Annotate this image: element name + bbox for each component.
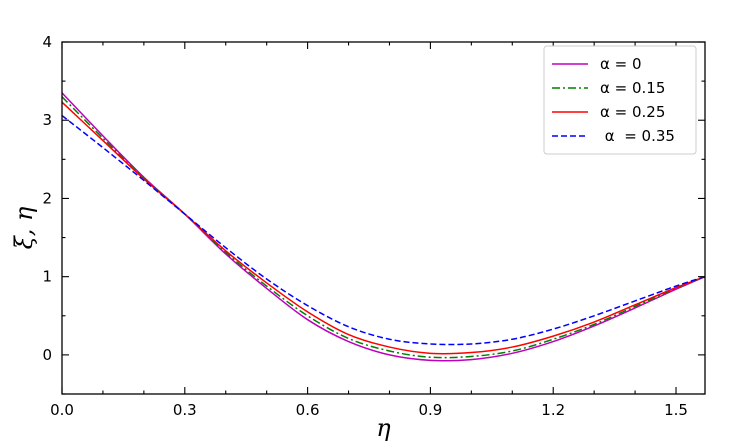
x-tick-label: 0.3 [173, 401, 197, 419]
legend-box [543, 45, 697, 155]
legend-label-2: α = 0.15 [600, 79, 665, 97]
y-tick-label: 3 [42, 111, 52, 129]
x-tick-label: 1.5 [664, 401, 688, 419]
legend-label-1: α = 0 [600, 55, 642, 73]
series-line-4 [61, 114, 706, 346]
axis-ticks [61, 41, 705, 395]
x-tick-labels: 0.0 0.3 0.6 0.9 1.2 1.5 [50, 401, 688, 419]
y-axis-label: ξ, η [10, 206, 38, 249]
x-tick-label: 0.6 [296, 401, 320, 419]
plot-frame [61, 41, 706, 395]
x-axis-label: η [376, 414, 391, 442]
plot-lines [61, 92, 706, 362]
legend: α = 0 α = 0.15 α = 0.25 α = 0.35 [543, 45, 697, 155]
x-tick-label: 1.2 [541, 401, 565, 419]
x-tick-label: 0.0 [50, 401, 74, 419]
y-tick-label: 0 [42, 346, 52, 364]
x-tick-label: 0.9 [418, 401, 442, 419]
series-line-3 [61, 101, 706, 355]
legend-label-3: α = 0.25 [600, 103, 665, 121]
y-tick-labels: 0 1 2 3 4 [42, 33, 52, 364]
y-tick-label: 1 [42, 268, 52, 286]
y-tick-label: 2 [42, 189, 52, 207]
legend-label-4: α = 0.35 [600, 127, 675, 145]
series-line-2 [61, 96, 706, 359]
y-tick-label: 4 [42, 33, 52, 51]
